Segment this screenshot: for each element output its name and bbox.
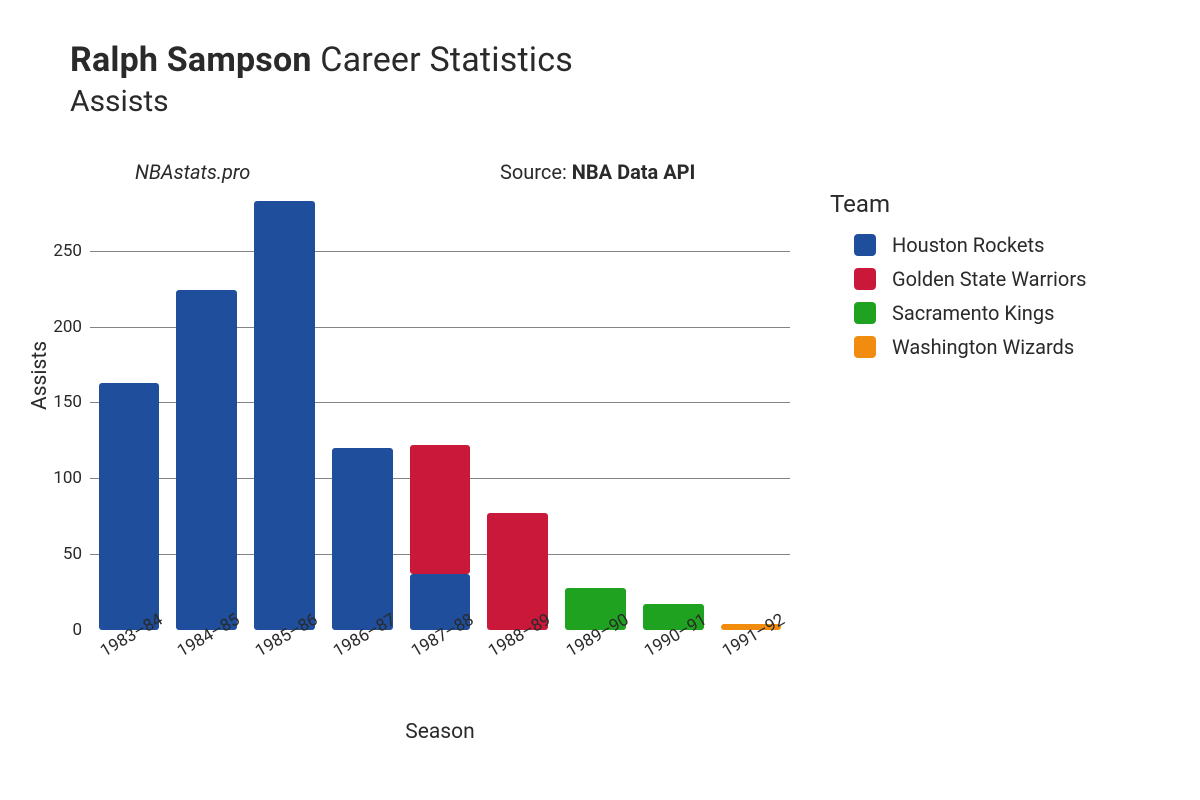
y-tick-label: 250 bbox=[42, 241, 90, 261]
title-suffix: Career Statistics bbox=[320, 40, 573, 80]
bar-segment bbox=[99, 383, 160, 630]
bar-segment bbox=[332, 448, 393, 630]
legend-items: Houston Rockets Golden State Warriors Sacr… bbox=[830, 228, 1086, 364]
legend-label: Sacramento Kings bbox=[892, 301, 1054, 325]
plot-inner: 0501001502002501983–841984–851985–861986… bbox=[90, 190, 790, 630]
title-block: Ralph Sampson Career Statistics Assists bbox=[70, 40, 573, 119]
bar: 1985–86 bbox=[254, 190, 315, 630]
bar: 1989–90 bbox=[565, 190, 626, 630]
legend-swatch bbox=[854, 234, 876, 256]
chart-plot-area: 0501001502002501983–841984–851985–861986… bbox=[90, 190, 790, 630]
bar: 1988–89 bbox=[487, 190, 548, 630]
x-axis-label: Season bbox=[405, 720, 474, 744]
bar: 1990–91 bbox=[643, 190, 704, 630]
bar-segment bbox=[410, 445, 471, 574]
watermark-text: NBAstats.pro bbox=[135, 160, 250, 184]
legend-item: Washington Wizards bbox=[830, 330, 1086, 364]
y-tick-label: 200 bbox=[42, 317, 90, 337]
chart-subtitle: Assists bbox=[70, 84, 573, 119]
legend-label: Washington Wizards bbox=[892, 335, 1074, 359]
legend-swatch bbox=[854, 336, 876, 358]
page-root: Ralph Sampson Career Statistics Assists … bbox=[0, 0, 1200, 800]
y-tick-label: 100 bbox=[42, 468, 90, 488]
legend-swatch bbox=[854, 268, 876, 290]
legend-item: Golden State Warriors bbox=[830, 262, 1086, 296]
legend-title: Team bbox=[830, 190, 1086, 218]
bar: 1987–88 bbox=[410, 190, 471, 630]
x-tick-label: 1991–92 bbox=[719, 610, 788, 662]
y-tick-label: 150 bbox=[42, 392, 90, 412]
source-name: NBA Data API bbox=[572, 160, 696, 184]
bar: 1986–87 bbox=[332, 190, 393, 630]
player-name: Ralph Sampson bbox=[70, 40, 312, 80]
source-attribution: Source: NBA Data API bbox=[500, 160, 695, 184]
legend-label: Houston Rockets bbox=[892, 233, 1044, 257]
chart-title: Ralph Sampson Career Statistics bbox=[70, 40, 573, 80]
bar: 1991–92 bbox=[721, 190, 782, 630]
legend-item: Houston Rockets bbox=[830, 228, 1086, 262]
legend-swatch bbox=[854, 302, 876, 324]
bar-segment bbox=[176, 290, 237, 630]
y-tick-label: 0 bbox=[42, 620, 90, 640]
bar: 1984–85 bbox=[176, 190, 237, 630]
y-tick-label: 50 bbox=[42, 544, 90, 564]
legend-item: Sacramento Kings bbox=[830, 296, 1086, 330]
source-prefix: Source: bbox=[500, 160, 572, 184]
legend: Team Houston Rockets Golden State Warrior… bbox=[830, 190, 1086, 364]
bar-segment bbox=[254, 201, 315, 630]
bar: 1983–84 bbox=[99, 190, 160, 630]
legend-label: Golden State Warriors bbox=[892, 267, 1086, 291]
